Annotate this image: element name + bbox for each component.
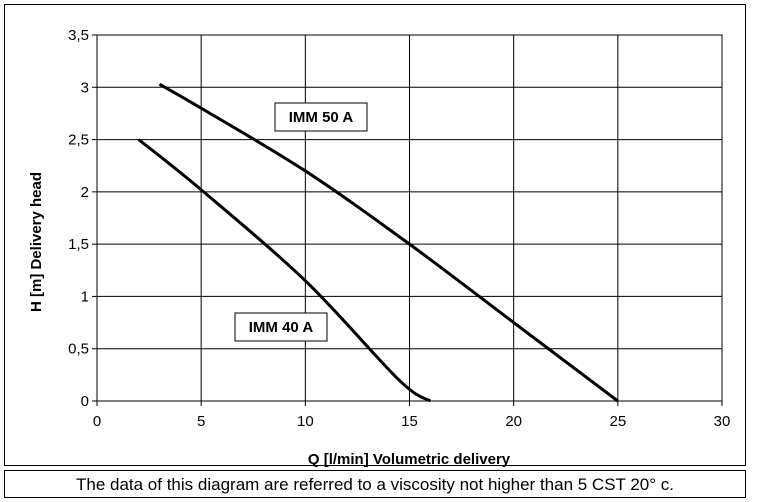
series-label-imm-50-a: IMM 50 A (274, 102, 368, 132)
series (137, 82, 619, 403)
y-axis-title: H [m] Delivery head (28, 172, 45, 312)
series-label-text: IMM 40 A (249, 319, 314, 336)
chart-svg: 00,511,522,533,50 5 10 15 20 25 30 IMM 50 AIMM… (28, 27, 730, 468)
x-tick-label: 5 (197, 413, 205, 430)
y-tick-label: 3 (81, 79, 89, 96)
series-label-box (274, 102, 368, 132)
x-tick-label: 0 (93, 413, 101, 430)
series-label-box (234, 312, 328, 342)
y-tick-label: 0,5 (68, 341, 89, 358)
series-label-imm-40-a: IMM 40 A (234, 312, 328, 342)
series-labels: IMM 50 A IMM 40 A (234, 102, 368, 342)
grid (92, 34, 723, 406)
y-tick-label: 3,5 (68, 27, 89, 44)
y-tick-label: 2,5 (68, 132, 89, 149)
x-tick-label: 30 (714, 413, 731, 430)
y-tick-label: 1,5 (68, 236, 89, 253)
x-tick-label: 10 (297, 413, 314, 430)
x-axis-title: Q [l/min] Volumetric delivery (308, 451, 511, 468)
plot-area (96, 34, 723, 402)
tick-labels: 0 0,5 1 1,5 2 2,5 3 3,5 0 5 10 15 20 25 30 (68, 27, 730, 430)
x-tick-label: 25 (609, 413, 626, 430)
series-label-text: IMM 50 A (289, 109, 354, 126)
footnote: The data of this diagram are referred to… (4, 470, 746, 498)
series-line-imm-50-a (158, 82, 619, 403)
x-tick-label: 15 (401, 413, 418, 430)
y-tick-label: 1 (81, 288, 89, 305)
y-tick-label: 2 (81, 184, 89, 201)
x-tick-label: 20 (505, 413, 522, 430)
series-line-imm-40-a (137, 138, 432, 403)
y-tick-label: 0 (81, 393, 89, 410)
chart-frame (4, 4, 746, 466)
